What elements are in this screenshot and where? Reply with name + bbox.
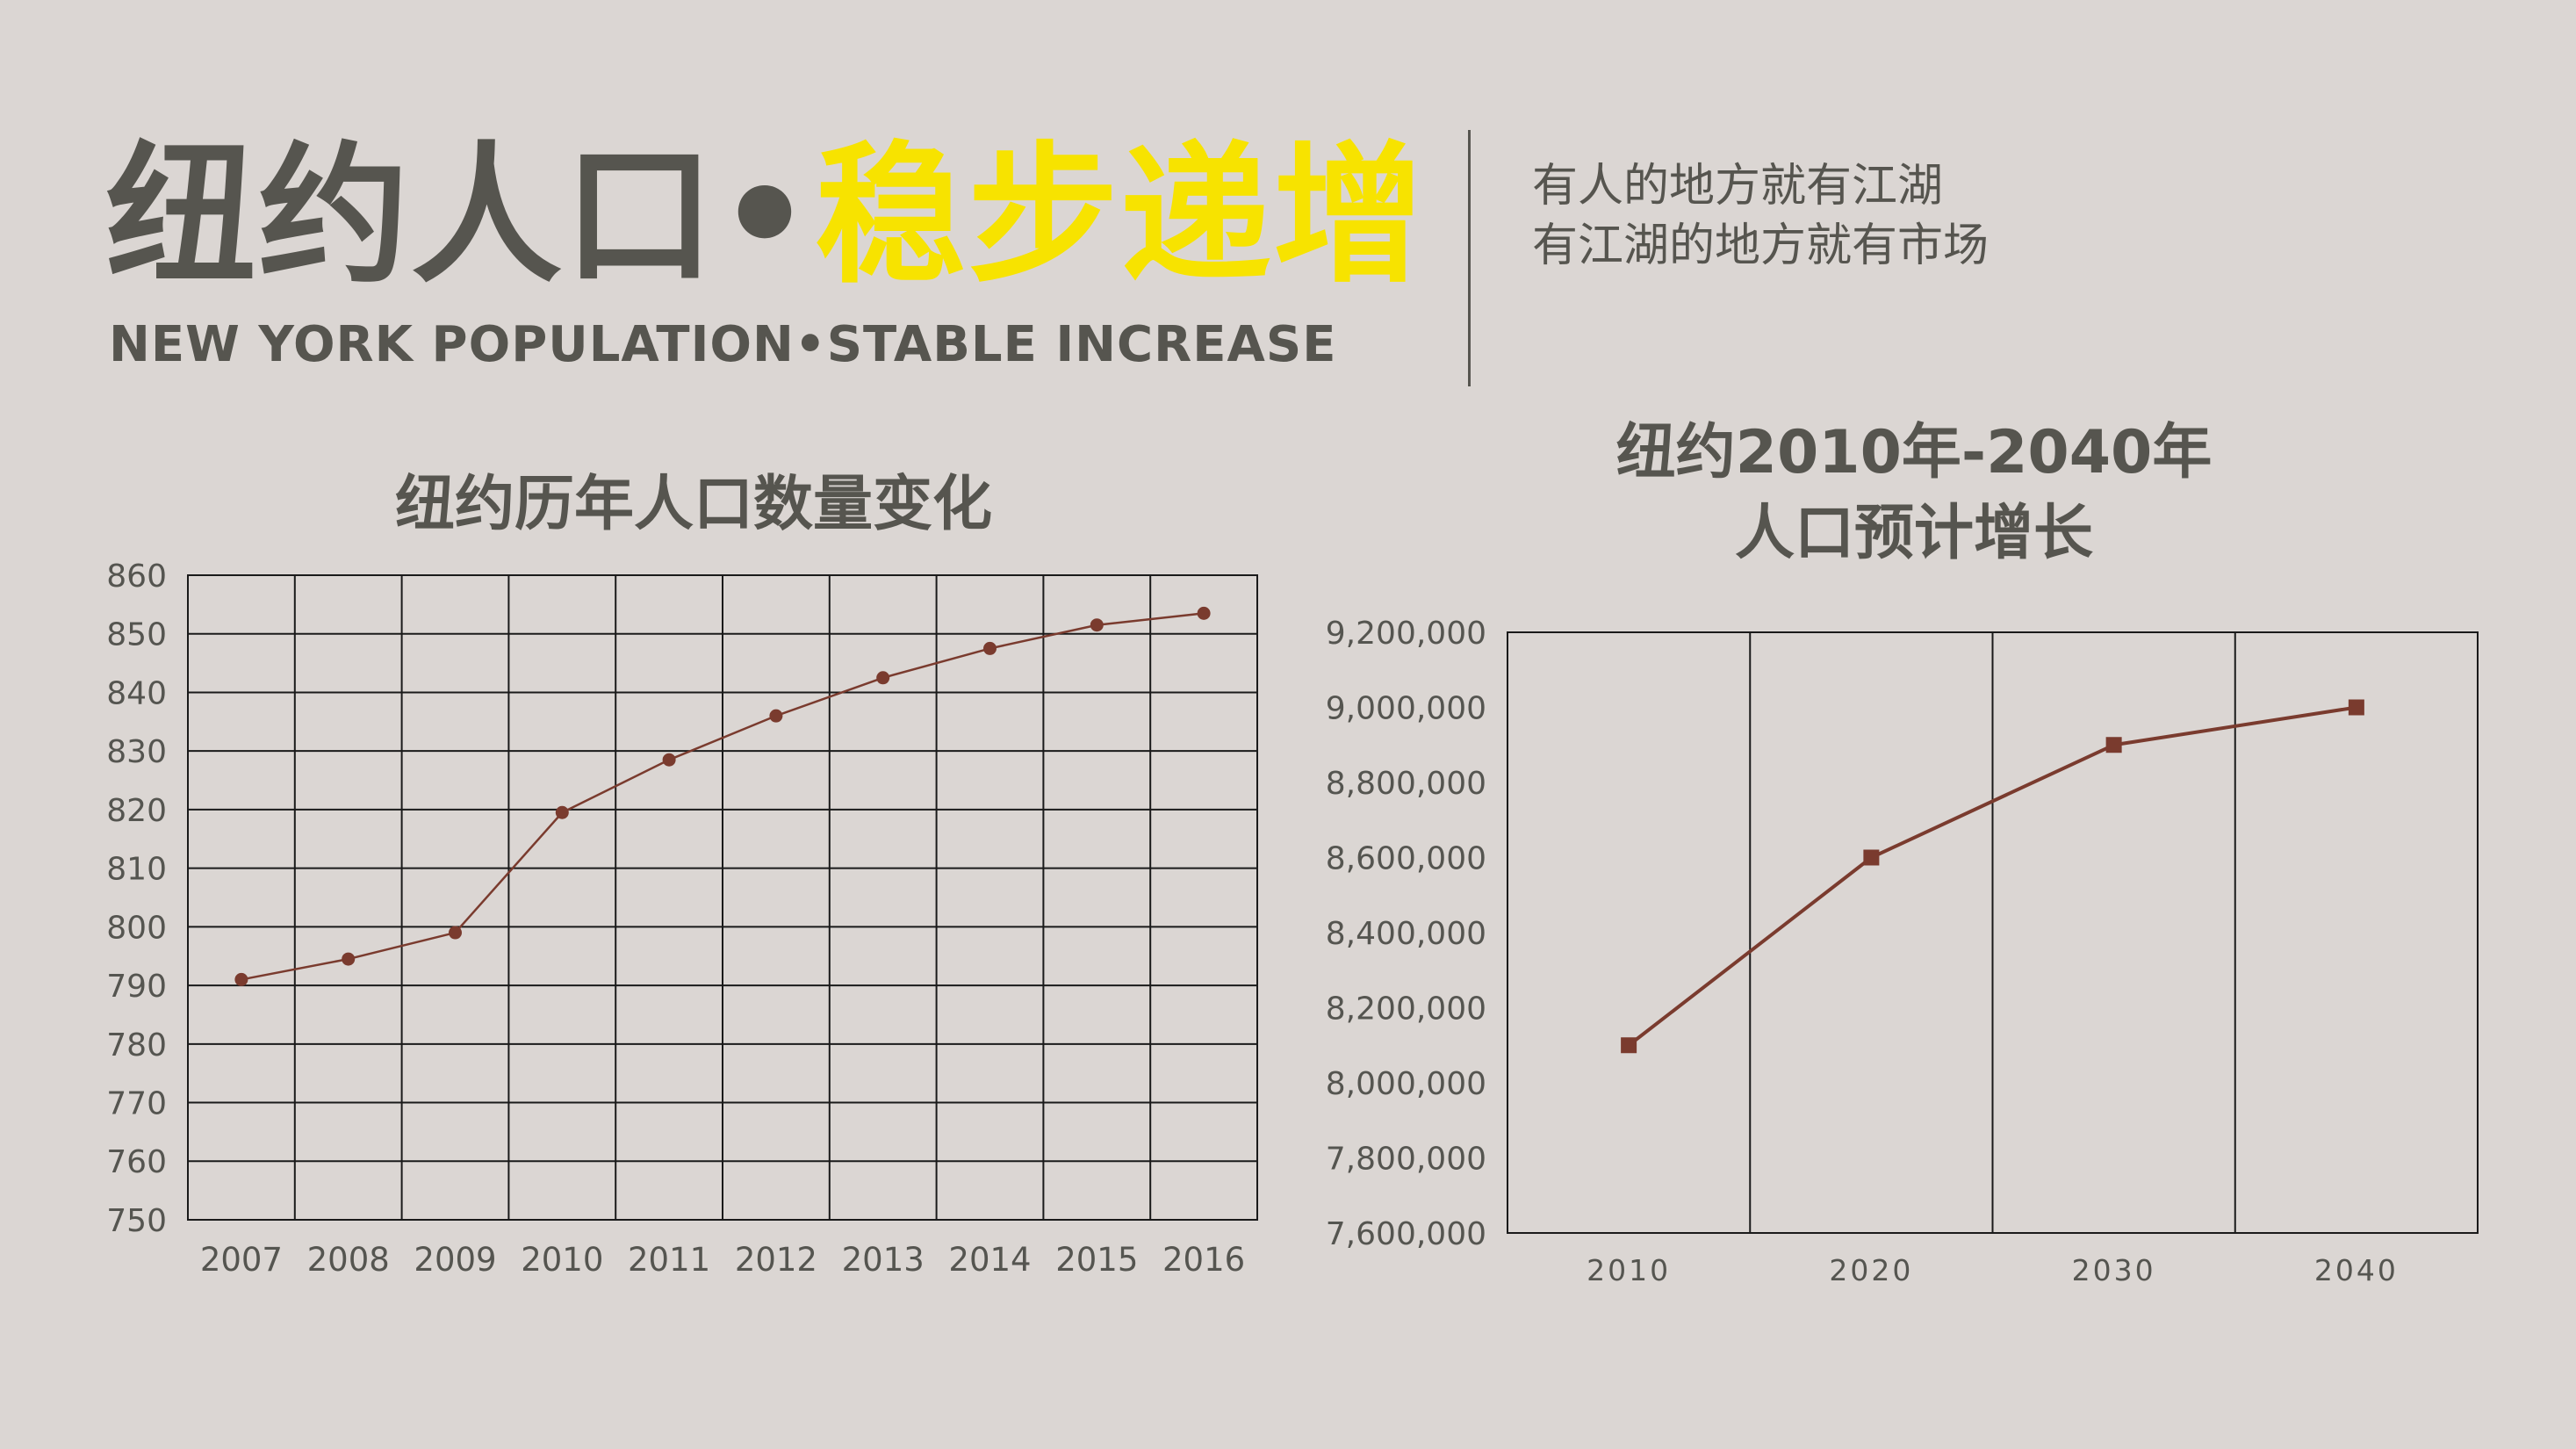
chart2-ytick-label: 7,800,000 <box>1326 1141 1486 1177</box>
chart1-ytick-label: 810 <box>106 852 167 888</box>
chart2-ytick-label: 8,800,000 <box>1326 766 1486 802</box>
chart1-ytick-label: 830 <box>106 734 167 770</box>
slogan-line-2: 有江湖的地方就有市场 <box>1532 220 1990 272</box>
chart1-xtick-label: 2007 <box>200 1241 283 1279</box>
chart1-ytick-label: 770 <box>106 1086 167 1122</box>
chart1-xtick-label: 2015 <box>1055 1241 1138 1279</box>
chart2-ytick-label: 9,200,000 <box>1326 616 1486 652</box>
chart2-xtick-label: 2010 <box>1587 1253 1671 1287</box>
chart1-xtick-label: 2012 <box>735 1241 817 1279</box>
chart1-ytick-label: 800 <box>106 910 167 946</box>
chart1-data-point <box>876 671 890 685</box>
slogan: 有人的地方就有江湖 有江湖的地方就有市场 <box>1532 156 1989 276</box>
chart2-data-point <box>1621 1037 1637 1054</box>
page-subtitle-en: NEW YORK POPULATION•STABLE INCREASE <box>109 316 1337 373</box>
chart2-ytick-label: 8,600,000 <box>1326 840 1486 876</box>
chart2-ytick-label: 8,400,000 <box>1326 916 1486 952</box>
chart1-ytick-label: 780 <box>106 1027 167 1063</box>
chart2-title-line-1: 纽约2010年-2040年 <box>1615 418 2213 487</box>
chart1-xtick-label: 2013 <box>842 1241 925 1279</box>
chart1-ytick-label: 860 <box>106 559 167 595</box>
chart1-data-point <box>449 926 462 940</box>
chart1-xtick-label: 2010 <box>521 1241 603 1279</box>
chart1-data-point <box>1197 606 1211 620</box>
chart1-xtick-label: 2016 <box>1162 1241 1245 1279</box>
chart2-ytick-label: 9,000,000 <box>1326 690 1486 726</box>
title-accent: 稳步递增 <box>814 127 1426 304</box>
chart1-ytick-label: 840 <box>106 675 167 711</box>
chart1-data-point <box>983 641 997 655</box>
chart2-ytick-label: 8,000,000 <box>1326 1066 1486 1102</box>
chart2-xtick-label: 2040 <box>2314 1253 2399 1287</box>
title-main: 纽约人口 <box>105 127 716 304</box>
chart2-title: 纽约2010年-2040年 人口预计增长 <box>1422 413 2406 574</box>
chart2-ytick-label: 7,600,000 <box>1326 1216 1486 1252</box>
chart1-xtick-label: 2009 <box>414 1241 496 1279</box>
chart2-title-line-2: 人口预计增长 <box>1734 499 2093 568</box>
chart1-data-point <box>1090 618 1104 632</box>
slogan-line-1: 有人的地方就有江湖 <box>1532 160 1944 213</box>
title-separator-dot: • <box>716 127 815 304</box>
chart1-ytick-label: 760 <box>106 1144 167 1180</box>
chart1-title: 纽约历年人口数量变化 <box>394 470 992 539</box>
chart1-data-point <box>234 972 248 986</box>
chart2-xtick-label: 2020 <box>1829 1253 1913 1287</box>
vertical-divider <box>1468 130 1471 386</box>
chart1-ytick-label: 850 <box>106 617 167 653</box>
chart2-series-line <box>1627 705 2357 1047</box>
chart1-series-line <box>241 612 1205 981</box>
chart1-ytick-label: 820 <box>106 793 167 829</box>
chart2-ytick-label: 8,200,000 <box>1326 991 1486 1027</box>
chart2-data-point <box>2105 737 2122 753</box>
chart1-ytick-label: 750 <box>106 1203 167 1239</box>
page-title: 纽约人口•稳步递增 <box>105 141 1426 292</box>
chart1-data-point <box>342 952 356 966</box>
chart1-data-point <box>662 753 676 767</box>
chart2-data-point <box>1863 849 1880 866</box>
chart1-data-point <box>555 805 569 819</box>
chart1-xtick-label: 2011 <box>628 1241 710 1279</box>
chart2-data-point <box>2348 699 2364 716</box>
chart1-data-point <box>769 709 783 723</box>
chart1-xtick-label: 2008 <box>307 1241 390 1279</box>
chart1-ytick-label: 790 <box>106 969 167 1005</box>
chart2-xtick-label: 2030 <box>2072 1253 2156 1287</box>
chart1-xtick-label: 2014 <box>948 1241 1031 1279</box>
